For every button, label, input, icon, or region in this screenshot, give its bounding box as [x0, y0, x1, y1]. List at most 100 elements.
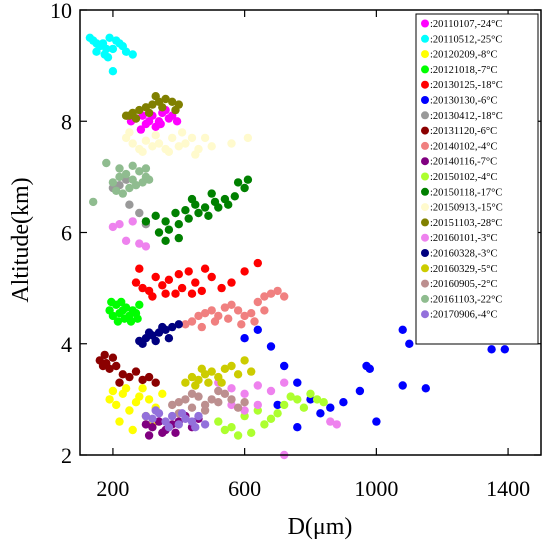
data-point — [171, 428, 180, 437]
data-point — [372, 417, 381, 426]
data-point — [339, 398, 348, 407]
data-point — [214, 203, 223, 212]
data-point — [260, 292, 269, 301]
data-point — [135, 167, 144, 176]
data-point — [181, 395, 190, 404]
legend-entry: :20110107,-24°C — [430, 19, 502, 30]
legend-marker — [421, 294, 429, 303]
data-point — [158, 389, 167, 398]
data-point — [115, 417, 124, 426]
legend-marker — [421, 279, 429, 288]
data-point — [105, 33, 114, 42]
data-point — [168, 322, 177, 332]
data-point — [197, 364, 206, 373]
legend-marker — [421, 96, 429, 104]
data-point — [164, 147, 174, 156]
data-point — [214, 398, 223, 407]
data-point — [118, 42, 128, 51]
data-point — [125, 406, 134, 415]
data-point — [115, 378, 124, 387]
data-point — [187, 372, 197, 382]
y-tick-label: 8 — [61, 109, 72, 134]
data-point — [174, 220, 183, 229]
legend-entry: :20130130,-6°C — [430, 96, 498, 107]
data-point — [326, 403, 335, 412]
data-point — [113, 317, 123, 326]
data-point — [158, 322, 167, 332]
data-point — [326, 417, 335, 426]
data-point — [204, 378, 213, 387]
data-point — [135, 264, 144, 273]
data-point — [253, 297, 262, 307]
data-point — [187, 289, 197, 298]
data-point — [233, 178, 243, 187]
data-point — [164, 423, 174, 432]
data-point — [500, 345, 509, 354]
data-point — [89, 197, 98, 207]
legend-entry: :20140102,-4°C — [430, 141, 498, 152]
data-point — [240, 356, 249, 365]
data-point — [204, 211, 213, 220]
data-point — [144, 108, 154, 118]
data-point — [154, 417, 164, 426]
data-point — [217, 283, 226, 293]
data-point — [253, 325, 262, 334]
data-point — [197, 322, 206, 332]
y-tick-label: 10 — [50, 0, 72, 23]
legend: :20110107,-24°C:20110512,-25°C:20120209,… — [415, 13, 539, 345]
data-point — [115, 172, 124, 182]
data-point — [174, 398, 183, 407]
data-point — [487, 345, 496, 354]
legend-entry: :20121018,-7°C — [430, 65, 498, 76]
data-point — [214, 386, 223, 396]
legend-marker — [421, 157, 429, 166]
data-point — [240, 334, 249, 343]
legend-marker — [421, 187, 429, 196]
data-point — [161, 289, 170, 298]
data-point — [273, 400, 282, 410]
data-point — [138, 178, 147, 187]
data-point — [174, 233, 183, 243]
data-point — [102, 158, 111, 168]
data-point — [319, 398, 328, 407]
data-point — [214, 417, 223, 426]
data-point — [164, 225, 174, 234]
data-point — [128, 50, 137, 59]
data-point — [161, 236, 170, 245]
y-axis-label: Altitude(km) — [8, 177, 34, 302]
data-point — [174, 320, 183, 329]
data-point — [233, 306, 243, 315]
data-point — [266, 386, 276, 396]
data-point — [220, 364, 230, 373]
data-point — [128, 161, 137, 170]
data-point — [138, 147, 147, 156]
data-point — [220, 303, 230, 312]
legend-entry: :20131120,-6°C — [430, 126, 497, 137]
data-point — [161, 217, 170, 226]
data-point — [207, 395, 216, 404]
legend-marker — [421, 141, 429, 150]
data-point — [227, 361, 236, 371]
legend-entry: :20110512,-25°C — [430, 34, 502, 45]
data-point — [151, 378, 160, 387]
data-point — [107, 297, 116, 307]
legend-marker — [421, 218, 429, 227]
data-point — [207, 189, 216, 198]
data-point — [121, 303, 131, 312]
legend-entry: :20130125,-18°C — [430, 80, 503, 91]
data-point — [131, 278, 141, 287]
legend-marker — [421, 65, 429, 74]
data-point — [280, 292, 289, 301]
data-point — [108, 386, 118, 396]
data-point — [240, 183, 249, 193]
data-point — [105, 395, 114, 404]
data-point — [191, 150, 200, 159]
data-point — [141, 420, 151, 429]
data-point — [181, 378, 190, 387]
data-point — [332, 420, 341, 429]
data-point — [112, 361, 121, 371]
data-point — [108, 222, 118, 232]
data-point — [243, 175, 253, 184]
data-point — [131, 181, 141, 190]
data-point — [293, 395, 302, 404]
